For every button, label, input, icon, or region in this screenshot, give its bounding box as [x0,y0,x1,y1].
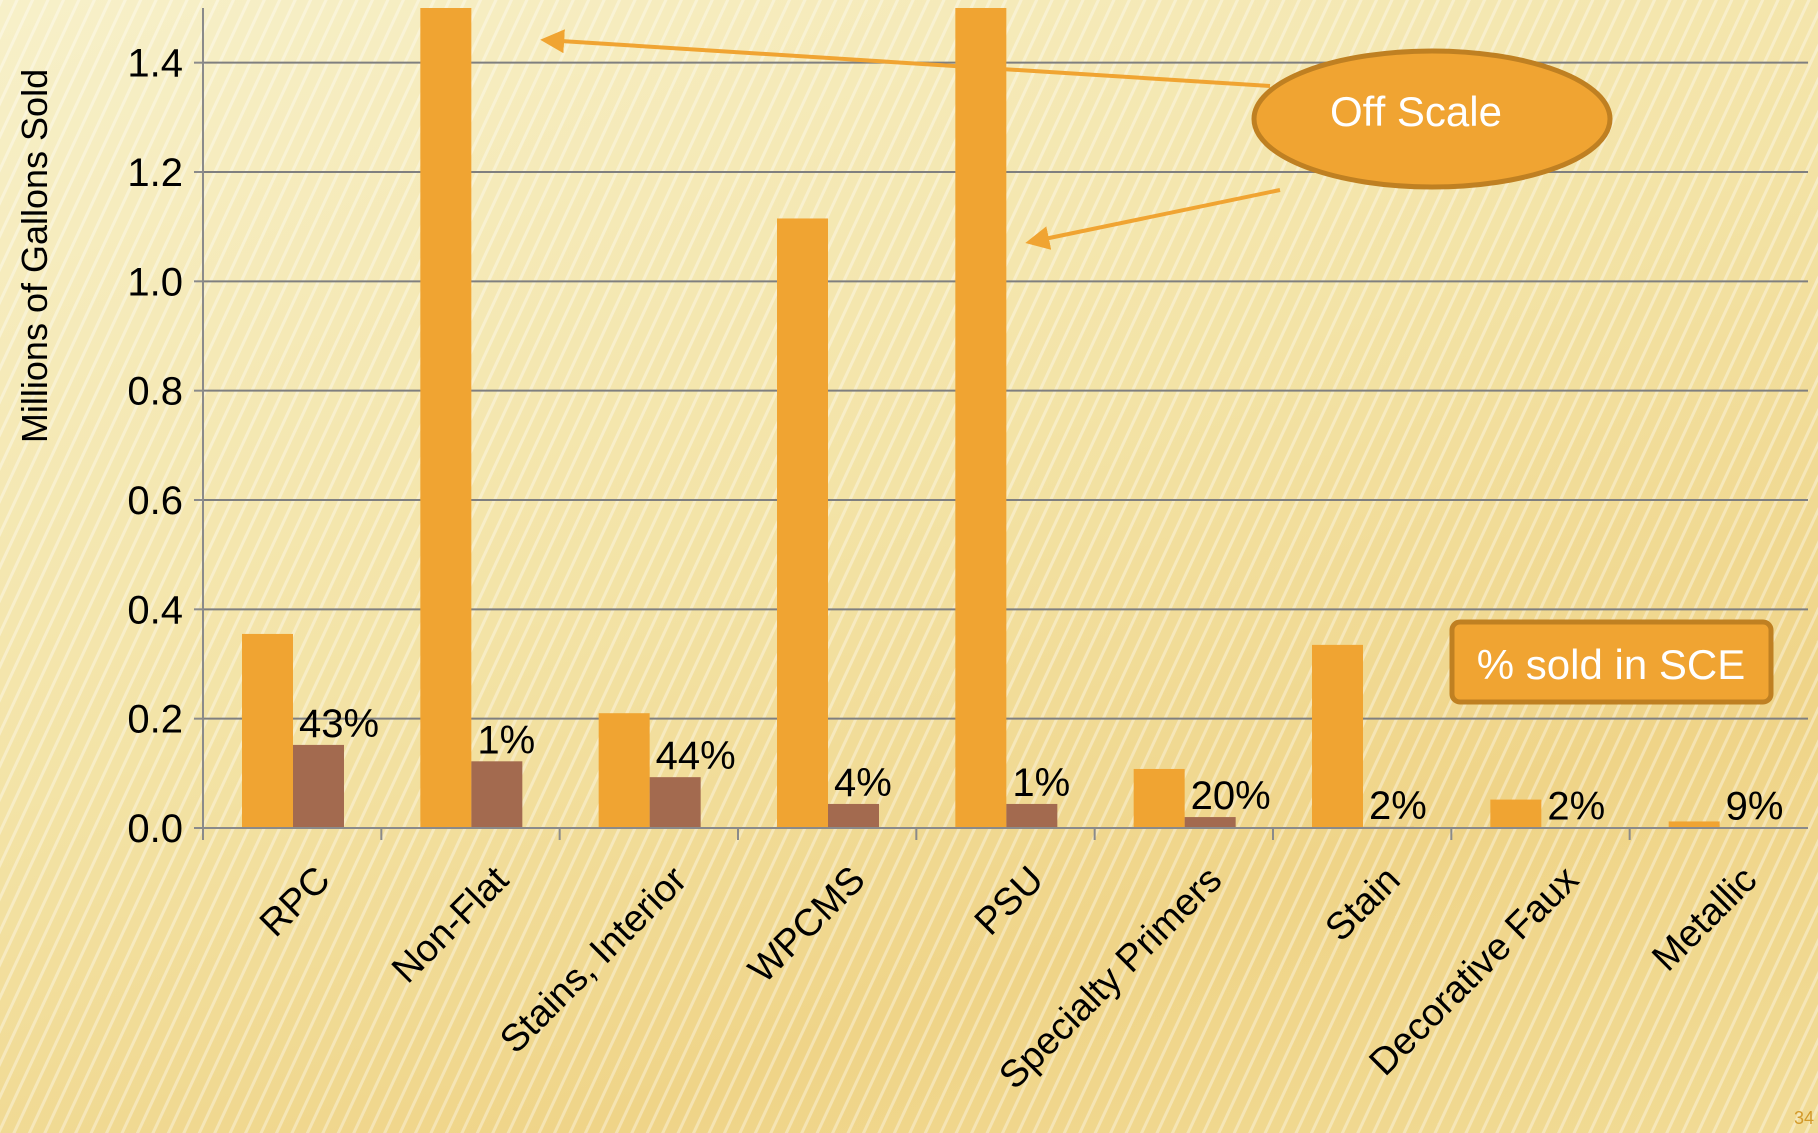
gallons-bar [955,8,1007,828]
sce-share-bar [293,744,344,828]
data-label: 1% [477,718,535,762]
percent-legend-box: % sold in SCE [1449,619,1774,705]
gallons-bar [1668,821,1720,828]
data-label: 9% [1726,784,1784,828]
percent-box-shape [1449,619,1774,705]
off-scale-ellipse [1251,48,1613,190]
y-axis-title: Millions of Gallons Sold [14,69,55,443]
page-number: 34 [1793,1108,1814,1128]
y-tick-label: 0.6 [127,479,183,523]
bars [242,8,1771,829]
sce-share-bar [471,761,523,828]
axes [194,8,1808,840]
data-label: 44% [656,734,736,778]
y-tick-label: 1.4 [127,42,183,86]
data-label: 2% [1369,784,1427,828]
gallons-bar [420,8,472,828]
off-scale-label: Off Scale [1330,88,1502,135]
gallons-bar [1312,644,1363,828]
gallons-bar [1133,768,1185,828]
data-label: 2% [1547,784,1605,828]
y-tick-label: 0.4 [127,588,183,632]
y-tick-label: 0.8 [127,370,183,414]
y-tick-label: 0.0 [127,807,183,851]
y-tick-label: 1.0 [127,260,183,304]
arrow-to-psu [1025,188,1281,250]
off-scale-callout: Off Scale [540,29,1613,250]
gallons-bar [598,713,650,828]
gallons-bar [242,633,293,828]
sce-share-bar [1184,817,1236,828]
sce-share-bar [828,803,879,828]
arrow-to-non-flat [540,29,1271,88]
gallons-bar [1490,799,1542,828]
data-label: 20% [1191,774,1271,818]
y-tick-label: 1.2 [127,151,183,195]
data-label: 1% [1012,761,1070,805]
data-label: 43% [299,702,379,746]
sce-share-bar [1006,803,1058,828]
percent-box-label: % sold in SCE [1477,641,1745,688]
data-label: 4% [834,761,892,805]
sce-share-bar [649,777,701,828]
y-tick-label: 0.2 [127,698,183,742]
gallons-bar [777,218,828,828]
